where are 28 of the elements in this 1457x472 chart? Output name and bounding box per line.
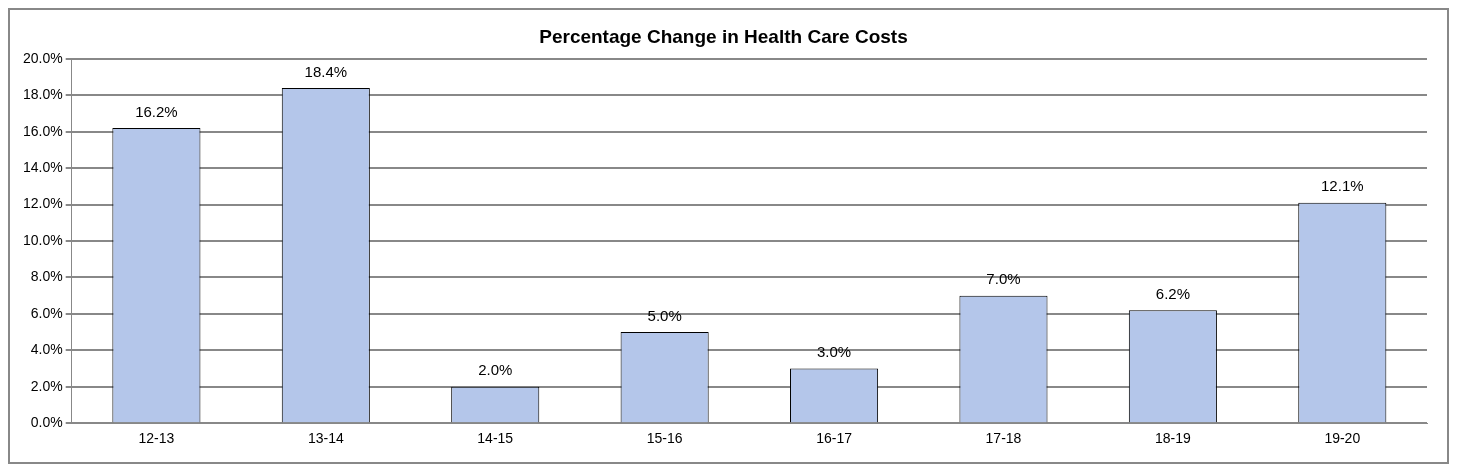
y-tick-label: 6.0% <box>30 304 63 321</box>
y-tick-label: 10.0% <box>22 231 63 248</box>
data-label: 2.0% <box>478 361 513 379</box>
data-label: 18.4% <box>304 62 348 80</box>
data-label: 7.0% <box>986 270 1021 288</box>
data-label: 6.2% <box>1155 284 1190 302</box>
y-tick-label: 20.0% <box>22 49 63 66</box>
x-tick-label: 13-14 <box>307 430 344 447</box>
data-label: 12.1% <box>1321 177 1364 195</box>
data-label: 5.0% <box>647 306 682 324</box>
data-label: 3.0% <box>816 343 852 361</box>
y-tick-label: 18.0% <box>22 86 63 103</box>
y-tick-label: 0.0% <box>30 414 63 431</box>
y-tick-label: 16.0% <box>22 122 63 139</box>
x-tick-label: 18-19 <box>1154 430 1191 447</box>
y-tick-label: 8.0% <box>30 268 63 285</box>
x-tick-label: 17-18 <box>985 430 1022 447</box>
y-tick-label: 14.0% <box>22 158 63 175</box>
x-tick-label: 12-13 <box>138 430 175 447</box>
data-label: 16.2% <box>135 102 178 120</box>
y-tick-label: 12.0% <box>22 195 63 212</box>
x-tick-label: 15-16 <box>646 430 683 447</box>
x-tick-label: 16-17 <box>816 430 853 447</box>
y-tick-label: 2.0% <box>30 377 63 394</box>
chart-title: Percentage Change in Health Care Costs <box>539 25 908 47</box>
y-tick-label: 4.0% <box>30 341 63 358</box>
x-tick-label: 14-15 <box>477 430 514 447</box>
x-tick-label: 19-20 <box>1324 430 1361 447</box>
